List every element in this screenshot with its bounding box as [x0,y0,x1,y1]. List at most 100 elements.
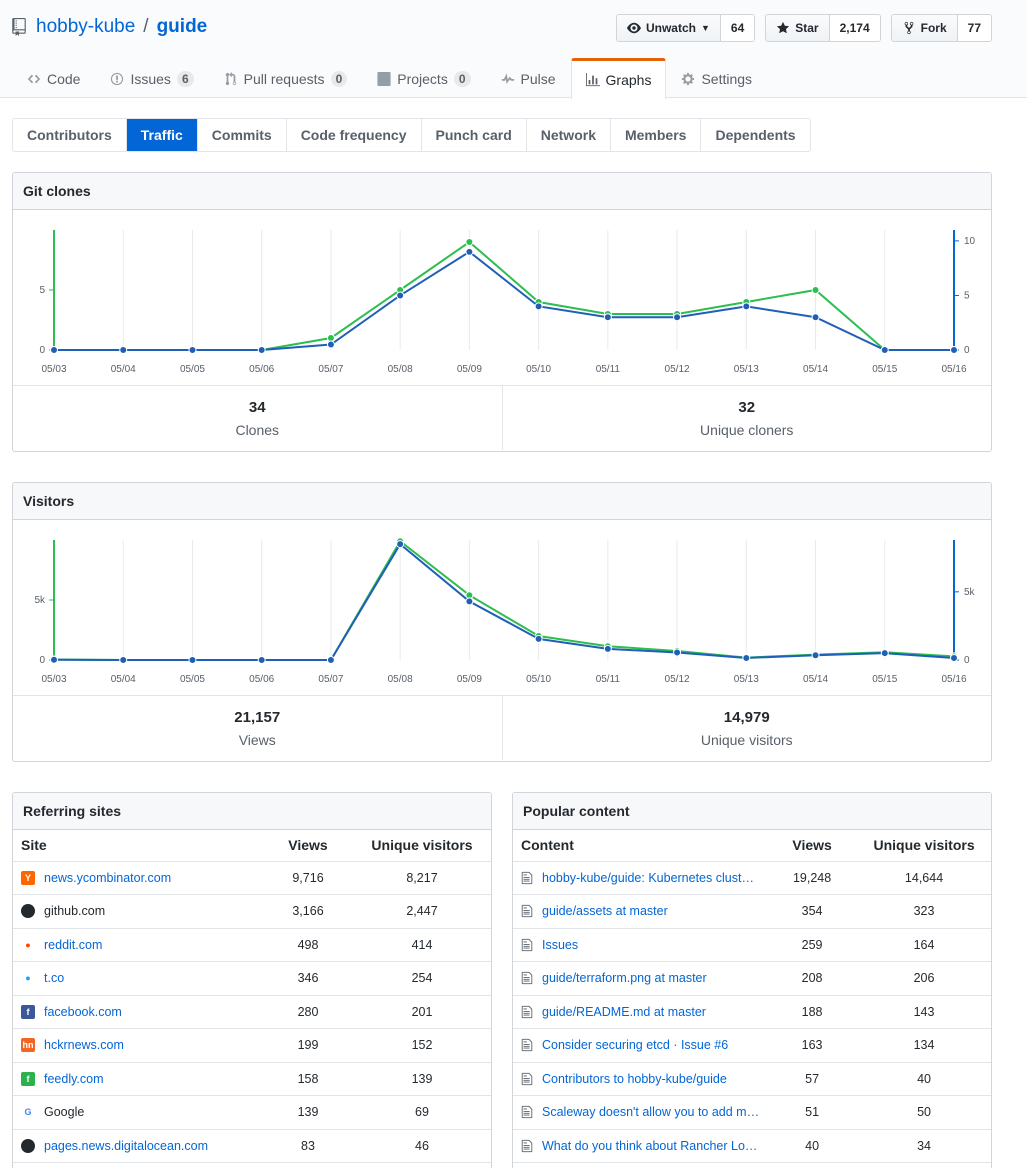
site-link[interactable]: facebook.com [44,1004,122,1019]
clones-data-point [811,286,820,294]
views-total: 21,157 [234,708,281,726]
x-tick-label: 05/14 [803,674,828,685]
unique-visitors-data-point [950,653,958,662]
content-entry: guide/README.md at master [521,1005,759,1019]
site-link[interactable]: t.co [44,971,65,986]
unique-visitors-column-header: Unique visitors [353,830,491,862]
subnav-code-frequency[interactable]: Code frequency [287,119,422,151]
content-unique-visitors: 40 [857,1062,991,1096]
repo-owner-link[interactable]: hobby-kube [36,16,136,37]
unique-visitors-data-point [188,656,197,664]
x-tick-label: 05/09 [457,364,482,375]
clones-unique-cell: 32 Unique cloners [501,386,992,450]
git-clones-chart-svg: 05/03 05/04 05/05 05/06 05/07 05/08 05/09 05/10… [39,230,976,375]
site-column-header: Site [13,830,263,862]
content-unique-visitors: 50 [857,1095,991,1130]
content-views: 19,248 [767,861,858,895]
eye-icon [626,22,641,34]
content-views: 51 [767,1095,858,1130]
site-link[interactable]: news.ycombinator.com [44,870,172,885]
site-link[interactable]: reddit.com [44,937,103,952]
watchers-count[interactable]: 64 [720,15,755,41]
site-views: 498 [263,928,353,962]
views-column-header: Views [263,830,353,862]
content-link[interactable]: Scaleway doesn't allow you to add m… [542,1105,760,1120]
content-link[interactable]: guide/assets at master [542,904,668,919]
views-total-label: Views [238,731,276,748]
content-link[interactable]: guide/terraform.png at master [542,971,707,986]
content-cell: What do you think about Rancher Lo… [513,1129,768,1163]
clones-total-cell: 34 Clones [13,386,502,450]
x-tick-label: 05/09 [457,674,482,685]
unique-visitors-data-point [50,655,58,664]
subnav-members[interactable]: Members [611,119,702,151]
subnav-dependents[interactable]: Dependents [715,127,796,143]
tab-pulse[interactable]: Pulse [486,58,571,98]
site-unique-visitors: 69 [353,1095,491,1130]
star-button[interactable]: Star [766,15,830,41]
clones-data-point [465,238,474,246]
subnav-punch-card[interactable]: Punch card [422,119,527,151]
unique-visitors-data-point [396,540,405,549]
stargazers-count[interactable]: 2,174 [829,15,880,41]
site-unique-visitors: 152 [353,1028,491,1063]
content-unique-visitors: 164 [857,928,991,962]
repo-nav: Code Issues 6 Pull requests 0 Projects 0… [12,58,767,99]
content-link[interactable]: Contributors to hobby-kube/guide [542,1071,727,1086]
subnav-commits[interactable]: Commits [198,119,287,151]
tab-graphs[interactable]: Graphs [570,58,667,99]
gear-icon [682,72,695,85]
site-unique-visitors: 46 [353,1129,491,1163]
tab-code[interactable]: Code [12,58,95,98]
site-unique-visitors: 139 [353,1062,491,1096]
unique-cloners-data-point [257,346,266,354]
repo-name-link[interactable]: guide [156,16,208,37]
facebook-icon: f [21,1004,35,1019]
x-tick-label: 05/05 [180,364,205,375]
hckrnews-icon: hn [21,1038,35,1053]
right-axis-label: 5k [964,587,976,598]
left-axis-label: 5 [39,285,45,296]
unique-visitors-data-point [673,648,682,657]
tab-projects[interactable]: Projects 0 [362,58,485,98]
site-views: 9,716 [263,861,353,895]
right-axis-label: 0 [964,655,970,666]
site-link[interactable]: pages.news.digitalocean.com [44,1138,208,1153]
subnav-contributors[interactable]: Contributors [13,119,127,151]
visitors-box: Visitors 05/03 05/04 05/05 05/06 05/07 05/08 0… [12,482,992,762]
content-entry: Issues [521,938,759,952]
tab-issues[interactable]: Issues 6 [95,58,208,98]
tab-pull-requests[interactable]: Pull requests 0 [209,58,363,98]
subnav-traffic[interactable]: Traffic [126,119,198,151]
site-entry: G Google [21,1105,255,1120]
site-cell: ● reddit.com [13,928,263,962]
site-link[interactable]: feedly.com [44,1071,104,1086]
x-tick-label: 05/07 [318,674,343,685]
fork-button[interactable]: Fork [891,15,958,41]
content-views: 163 [767,1028,858,1063]
content-link[interactable]: Issues [542,937,579,952]
git-clones-summary: 34 Clones 32 Unique cloners [13,386,991,450]
x-tick-label: 05/15 [872,674,897,685]
content-link[interactable]: What do you think about Rancher Lo… [542,1138,758,1153]
tab-settings[interactable]: Settings [666,58,767,98]
subnav-network[interactable]: Network [527,119,611,151]
x-tick-label: 05/15 [872,364,897,375]
content-views: 57 [767,1062,858,1096]
content-link[interactable]: guide/README.md at master [542,1004,706,1019]
issues-counter: 6 [176,70,194,87]
content-link[interactable]: hobby-kube/guide: Kubernetes clust… [542,870,754,885]
forks-count[interactable]: 77 [957,15,991,41]
x-tick-label: 05/07 [318,364,343,375]
content-link[interactable]: Consider securing etcd · Issue #6 [542,1038,729,1053]
popular-content-row: guide/terraform.png at master 208 206 [513,961,991,996]
x-tick-label: 05/04 [111,674,136,685]
unique-visitors-data-point [465,597,474,606]
unwatch-button[interactable]: Unwatch ▼ [616,15,721,41]
site-name: github.com [44,904,106,919]
site-link[interactable]: hckrnews.com [44,1038,124,1053]
x-tick-label: 05/04 [111,364,136,375]
site-unique-visitors: 254 [353,961,491,996]
unique-visitors-data-point [603,644,612,653]
